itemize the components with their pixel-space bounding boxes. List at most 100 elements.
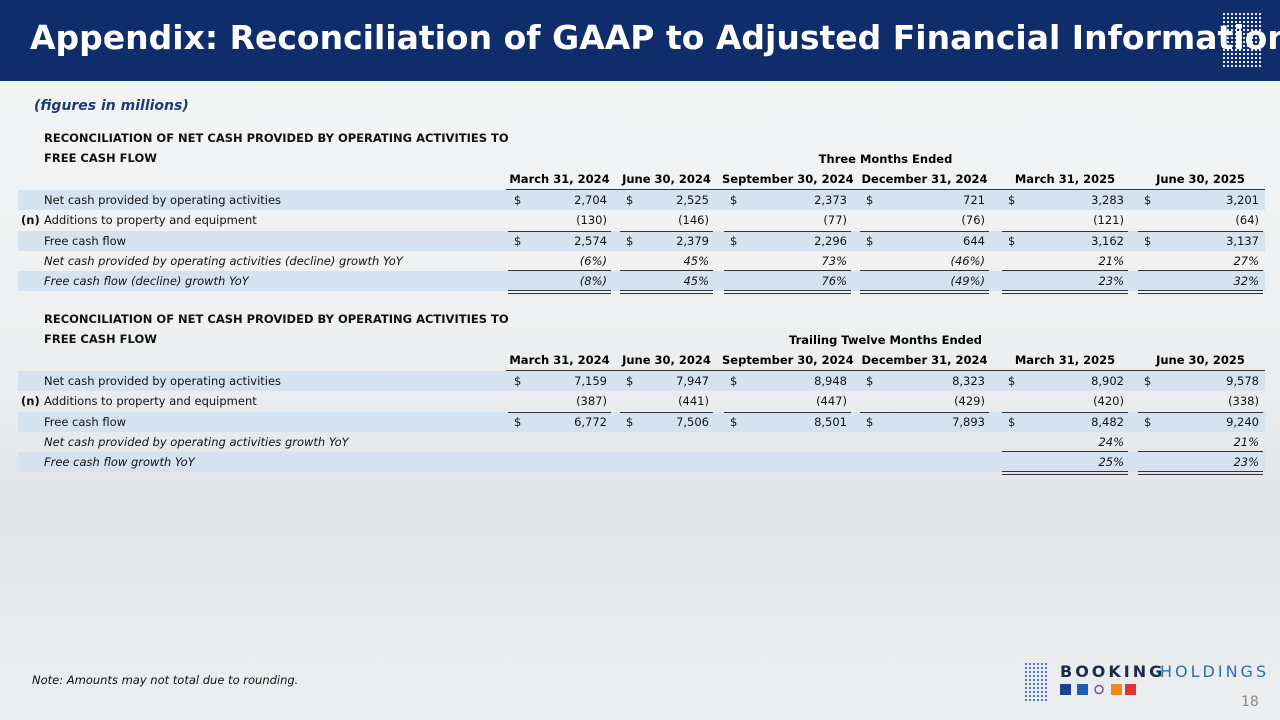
dot	[1234, 20, 1238, 24]
dot	[1044, 674, 1048, 678]
row-label: Free cash flow	[44, 414, 127, 429]
dot	[1250, 48, 1254, 52]
dot	[1254, 36, 1258, 40]
sum-rule	[508, 230, 611, 232]
dot	[1246, 48, 1250, 52]
cell-value: (6%)	[579, 253, 607, 268]
brand-icon	[1125, 684, 1136, 695]
dot	[1044, 666, 1048, 670]
dot	[1044, 662, 1048, 666]
header-rule	[506, 189, 1265, 190]
dot	[1242, 28, 1246, 32]
dot	[1250, 36, 1254, 40]
dot	[1258, 44, 1262, 48]
cell-value: 6,772	[574, 414, 607, 429]
dot	[1036, 670, 1040, 674]
dot	[1036, 698, 1040, 702]
dot	[1254, 16, 1258, 20]
dot	[1238, 56, 1242, 60]
dot	[1250, 52, 1254, 56]
double-rule	[1138, 471, 1263, 476]
double-rule	[1002, 290, 1128, 295]
dot	[1024, 670, 1028, 674]
dot	[1242, 56, 1246, 60]
currency-sign: $	[514, 374, 522, 388]
dot	[1258, 56, 1262, 60]
cell-value: 2,373	[814, 193, 847, 207]
dot	[1242, 48, 1246, 52]
dot	[1246, 56, 1250, 60]
sum-rule	[860, 230, 989, 232]
cell-value: 76%	[821, 274, 847, 289]
dot	[1238, 12, 1242, 16]
dot	[1230, 44, 1234, 48]
dot	[1258, 32, 1262, 36]
dot	[1036, 694, 1040, 698]
dot	[1238, 32, 1242, 36]
dot	[1234, 12, 1238, 16]
dot	[1238, 28, 1242, 32]
row-label: Net cash provided by operating activitie…	[44, 253, 403, 268]
cell-value: 21%	[1098, 253, 1124, 268]
dot	[1032, 698, 1036, 702]
cell-value: 3,201	[1226, 193, 1259, 207]
cell-value: (420)	[1093, 394, 1124, 409]
dot	[1032, 694, 1036, 698]
dot	[1032, 682, 1036, 686]
dot	[1254, 44, 1258, 48]
dot	[1230, 40, 1234, 44]
column-header: March 31, 2024	[509, 172, 610, 186]
sum-rule	[860, 411, 989, 413]
currency-sign: $	[866, 374, 874, 388]
dot	[1036, 678, 1040, 682]
page-number: 18	[1241, 694, 1259, 710]
dot	[1242, 52, 1246, 56]
double-rule	[1138, 290, 1263, 295]
dot	[1258, 28, 1262, 32]
dot	[1222, 24, 1226, 28]
dot	[1036, 666, 1040, 670]
dot	[1250, 32, 1254, 36]
cell-value: (130)	[576, 213, 607, 228]
cell-value: 721	[963, 193, 985, 207]
table-heading: FREE CASH FLOW	[44, 332, 157, 346]
dot	[1040, 682, 1044, 686]
dot	[1234, 32, 1238, 36]
cell-value: (121)	[1093, 213, 1124, 228]
dot	[1036, 686, 1040, 690]
column-header: June 30, 2025	[1156, 172, 1245, 186]
currency-sign: $	[1008, 374, 1016, 388]
column-header: September 30, 2024	[722, 353, 854, 367]
units-note: (figures in millions)	[34, 98, 189, 114]
dot	[1250, 40, 1254, 44]
dot	[1242, 40, 1246, 44]
dot	[1246, 28, 1250, 32]
currency-sign: $	[1008, 414, 1016, 429]
row-label: Free cash flow growth YoY	[44, 455, 195, 470]
currency-sign: $	[626, 414, 634, 429]
dot	[1242, 44, 1246, 48]
dot	[1040, 698, 1044, 702]
dot	[1024, 682, 1028, 686]
dot	[1258, 16, 1262, 20]
cell-value: (441)	[678, 394, 709, 409]
row-label: Free cash flow (decline) growth YoY	[44, 274, 249, 289]
dot	[1238, 64, 1242, 68]
dot	[1036, 682, 1040, 686]
currency-sign: $	[866, 414, 874, 429]
dot	[1028, 690, 1032, 694]
dot	[1226, 32, 1230, 36]
dot	[1238, 52, 1242, 56]
dot	[1226, 52, 1230, 56]
double-rule	[620, 290, 713, 295]
column-header: March 31, 2024	[509, 353, 610, 367]
slide-title: Appendix: Reconciliation of GAAP to Adju…	[30, 18, 1280, 57]
dot	[1032, 686, 1036, 690]
dot	[1258, 52, 1262, 56]
dot	[1246, 20, 1250, 24]
row-marker: (n)	[21, 213, 40, 228]
dot	[1234, 24, 1238, 28]
dot	[1254, 64, 1258, 68]
currency-sign: $	[514, 193, 522, 207]
currency-sign: $	[626, 193, 634, 207]
